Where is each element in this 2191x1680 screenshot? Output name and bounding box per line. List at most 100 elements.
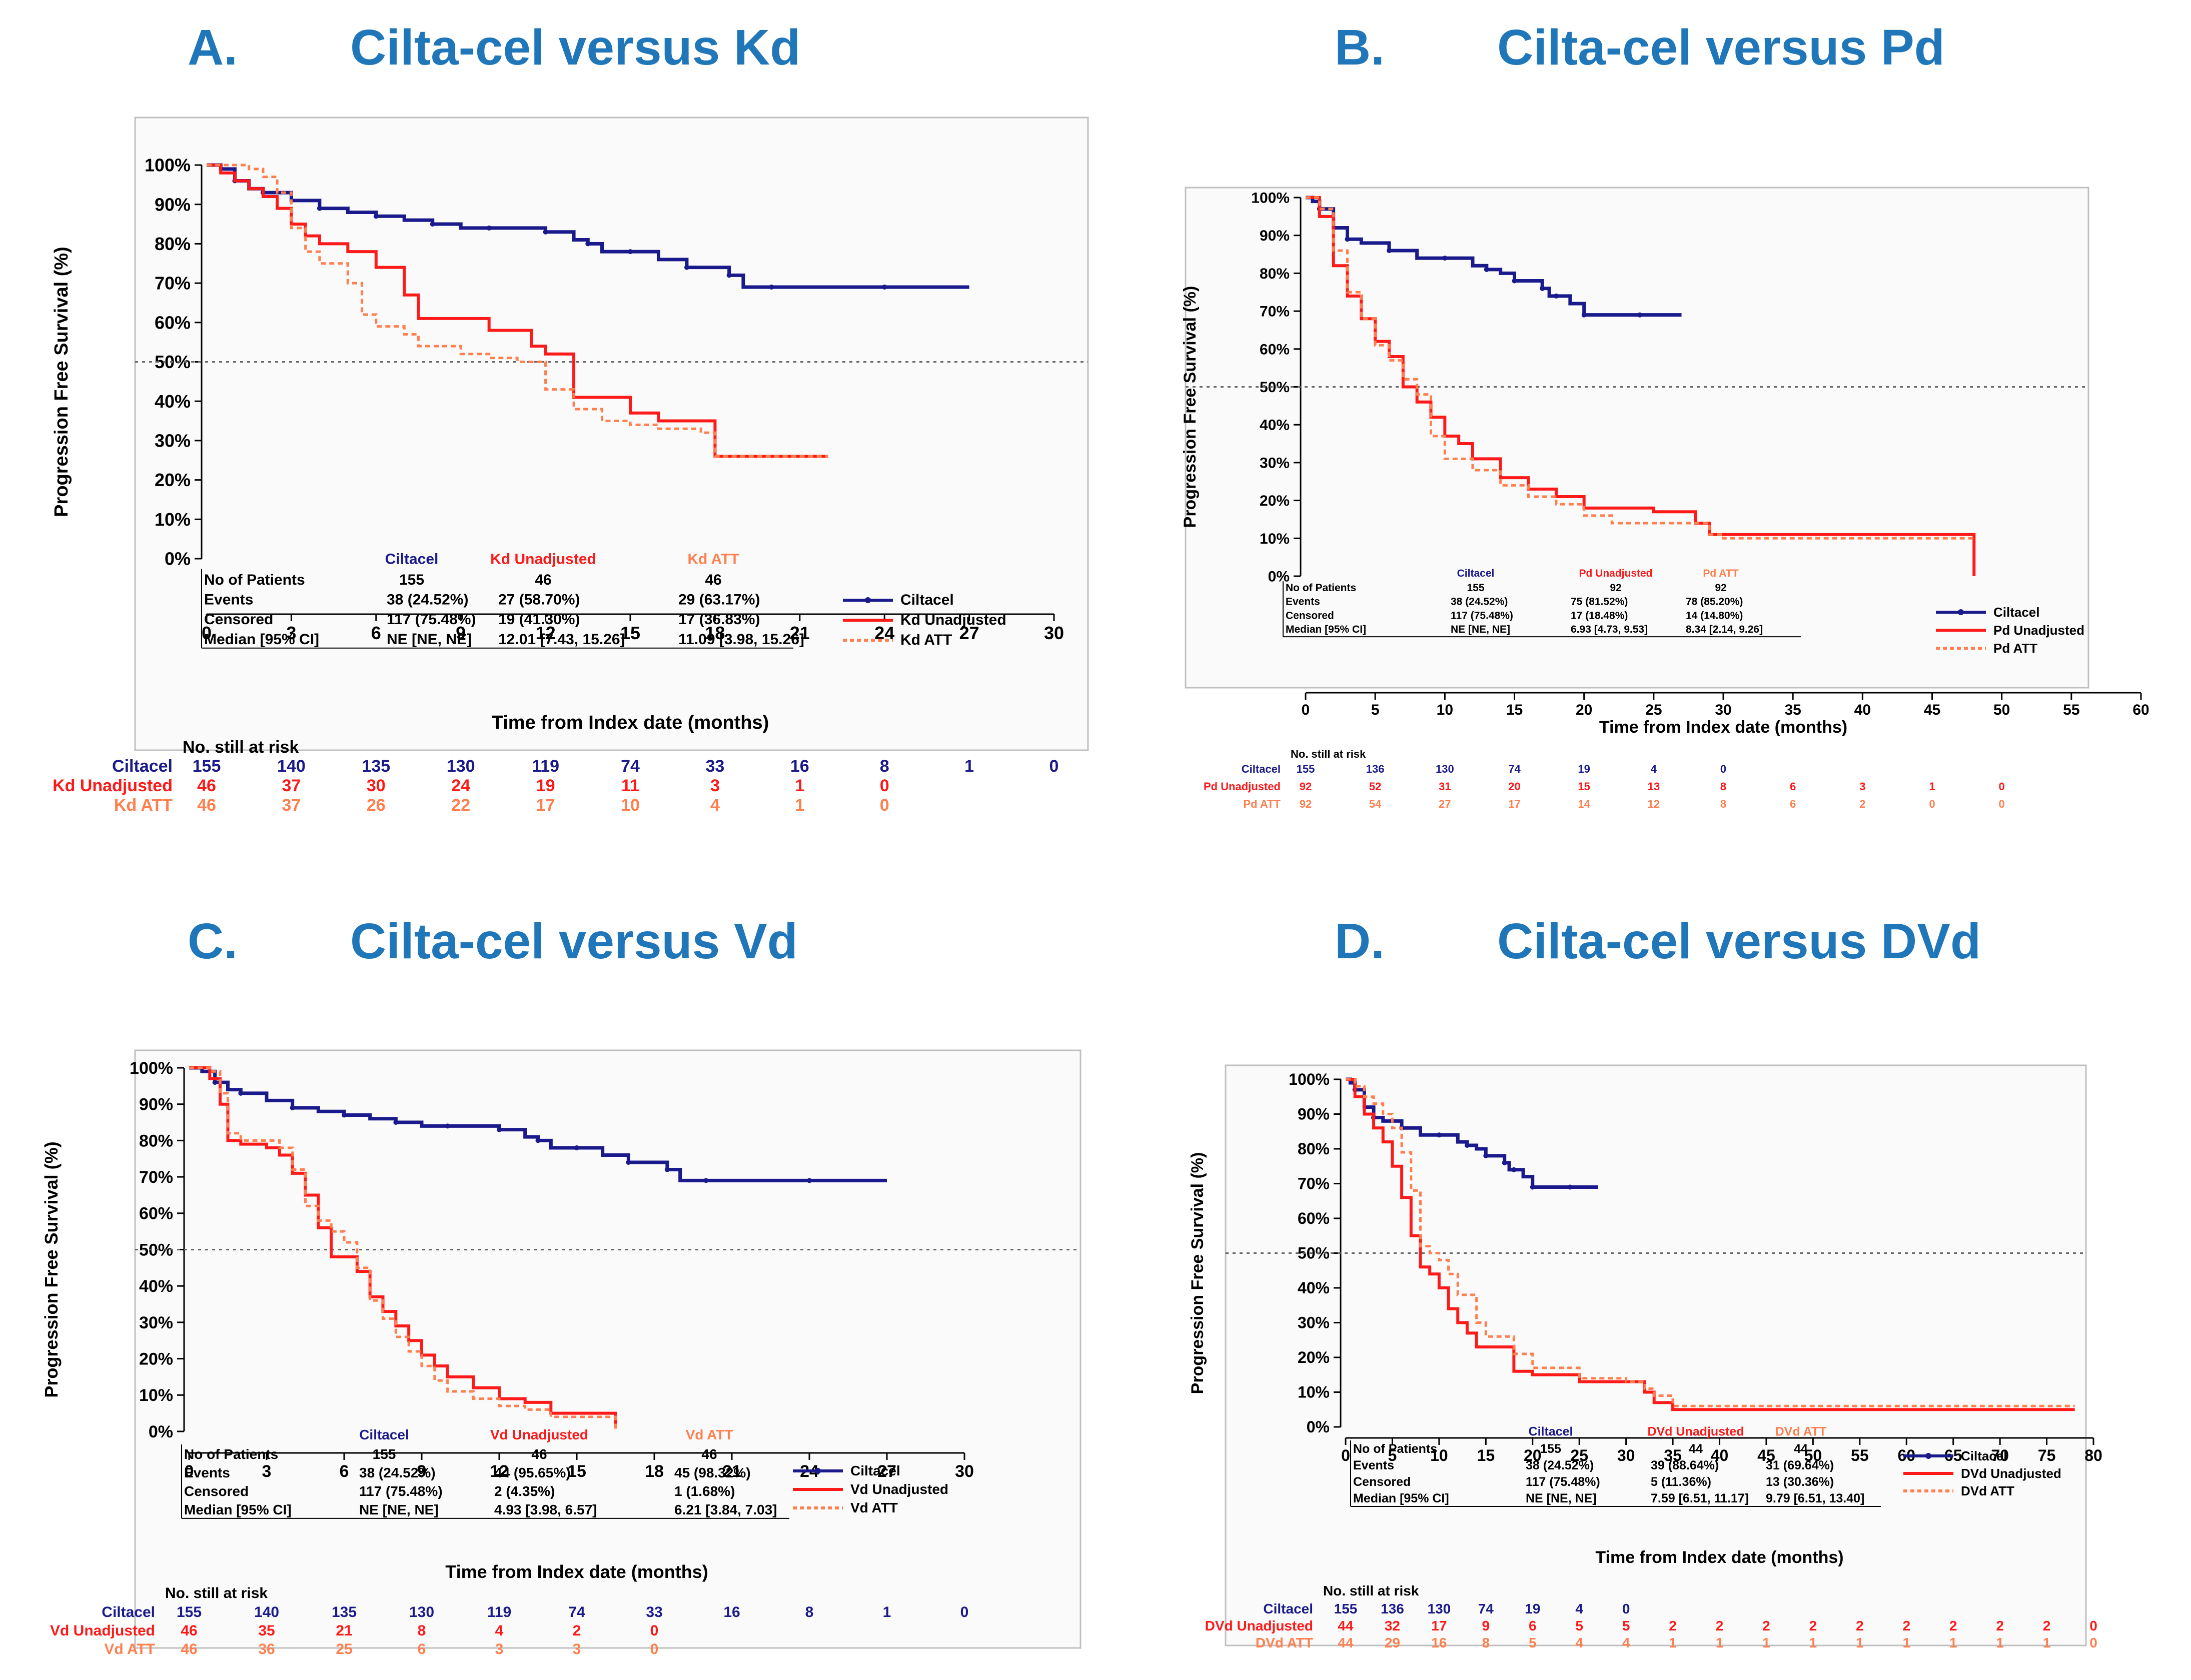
x-tick-label: 40 (1711, 1446, 1729, 1464)
at-risk-count: 3 (710, 776, 720, 795)
at-risk-row-label: Kd Unadjusted (53, 776, 173, 795)
panel-d-letter: D. (1335, 913, 1385, 969)
stats-att-value: 78 (85.20%) (1686, 596, 1743, 608)
legend-label: Kd Unadjusted (900, 612, 1006, 628)
at-risk-count: 4 (1575, 1601, 1583, 1616)
at-risk-count: 35 (258, 1622, 275, 1639)
censor-mark (486, 225, 492, 231)
x-tick-label: 10 (1430, 1446, 1448, 1464)
at-risk-count: 37 (282, 796, 301, 815)
at-risk-count: 2 (1859, 798, 1865, 810)
x-tick-label: 18 (645, 1462, 664, 1481)
at-risk-count: 3 (1859, 780, 1865, 793)
stats-header-att: Kd ATT (687, 551, 739, 567)
x-tick-label: 9 (456, 623, 466, 643)
y-tick-label: 0% (1307, 1418, 1330, 1436)
at-risk-count: 46 (197, 796, 216, 815)
stats-unadjusted-value: 19 (41.30%) (498, 611, 580, 628)
at-risk-count: 1 (795, 796, 804, 815)
at-risk-count: 32 (1385, 1618, 1400, 1633)
at-risk-count: 11 (621, 776, 639, 795)
x-tick-label: 18 (705, 623, 725, 643)
at-risk-count: 0 (1622, 1601, 1630, 1616)
x-tick-label: 3 (286, 623, 296, 643)
censor-mark (1530, 1184, 1535, 1190)
stats-unadjusted-value: 92 (1610, 582, 1621, 594)
at-risk-count: 5 (1529, 1635, 1537, 1650)
x-tick-label: 60 (2132, 702, 2149, 718)
y-tick-label: 80% (1260, 266, 1290, 282)
at-risk-count: 17 (1431, 1618, 1447, 1633)
panel-d-title: Cilta-cel versus DVd (1497, 913, 1981, 969)
censor-mark (585, 241, 591, 247)
stats-unadjusted-value: 46 (535, 572, 551, 588)
at-risk-count: 3 (573, 1641, 581, 1657)
at-risk-count: 2 (1856, 1618, 1864, 1633)
at-risk-title: No. still at risk (183, 738, 299, 757)
at-risk-count: 0 (960, 1604, 969, 1620)
censor-mark (1464, 1143, 1470, 1148)
censor-mark (497, 1127, 502, 1132)
x-tick-label: 0 (202, 623, 212, 643)
y-tick-label: 0% (149, 1422, 173, 1441)
at-risk-count: 119 (487, 1604, 511, 1620)
at-risk-count: 136 (1381, 1601, 1404, 1616)
at-risk-count: 130 (409, 1604, 434, 1620)
at-risk-count: 155 (177, 1604, 202, 1620)
x-tick-label: 27 (959, 623, 979, 643)
stats-unadjusted-value: 5 (11.36%) (1651, 1475, 1711, 1489)
stats-unadjusted-value: 46 (531, 1446, 547, 1462)
plot-frame (1185, 187, 2089, 689)
at-risk-count: 6 (1529, 1618, 1537, 1633)
stats-att-value: 44 (1794, 1442, 1808, 1456)
x-tick-label: 12 (536, 623, 556, 643)
y-tick-label: 10% (155, 509, 191, 530)
censor-mark (317, 206, 322, 211)
stats-row-label: Median [95% CI] (184, 1502, 292, 1517)
x-tick-label: 30 (955, 1462, 974, 1481)
at-risk-count: 26 (367, 796, 386, 815)
unadjusted-curve (189, 1066, 617, 1424)
plot-frame (134, 1049, 1081, 1649)
at-risk-count: 21 (336, 1622, 352, 1639)
panel-a-title: Cilta-cel versus Kd (350, 20, 801, 76)
at-risk-count: 0 (880, 796, 889, 815)
at-risk-count: 12 (1648, 798, 1660, 810)
at-risk-count: 92 (1300, 798, 1312, 810)
y-tick-label: 60% (139, 1204, 173, 1223)
at-risk-count: 0 (2089, 1618, 2097, 1633)
stats-ciltacel-value: 38 (24.52%) (387, 592, 468, 608)
at-risk-count: 0 (1999, 780, 2005, 793)
censor-mark (393, 1120, 399, 1125)
y-axis-label: Progression Free Survival (%) (41, 1141, 62, 1397)
censor-mark (1637, 312, 1642, 318)
censor-mark (535, 1138, 541, 1143)
stats-ciltacel-value: NE [NE, NE] (1526, 1491, 1597, 1505)
at-risk-count: 74 (1478, 1601, 1494, 1616)
x-tick-label: 70 (1991, 1446, 2009, 1464)
x-tick-label: 75 (2038, 1446, 2056, 1464)
stats-row-label: Events (1286, 596, 1320, 608)
stats-ciltacel-value: 117 (75.48%) (1451, 610, 1513, 621)
stats-header-ciltacel: Ciltacel (1529, 1424, 1573, 1438)
y-tick-label: 20% (1260, 493, 1290, 509)
at-risk-row-label: Ciltacel (1242, 763, 1281, 775)
censor-mark (342, 1112, 347, 1118)
y-tick-label: 30% (1260, 455, 1290, 471)
stats-att-value: 14 (14.80%) (1686, 610, 1743, 621)
at-risk-count: 46 (181, 1622, 197, 1639)
at-risk-row-label: Ciltacel (102, 1604, 155, 1620)
at-risk-count: 4 (710, 796, 720, 815)
y-tick-label: 90% (139, 1095, 173, 1114)
at-risk-count: 29 (1385, 1635, 1400, 1650)
stats-header-ciltacel: Ciltacel (1457, 568, 1495, 579)
x-tick-label: 15 (1477, 1446, 1495, 1464)
at-risk-count: 8 (1720, 780, 1726, 793)
stats-header-unadjusted: Vd Unadjusted (490, 1427, 588, 1442)
x-tick-label: 55 (1851, 1446, 1869, 1464)
legend-label: Ciltacel (1961, 1448, 2007, 1463)
y-tick-label: 100% (145, 155, 191, 176)
censor-mark (430, 222, 435, 227)
at-risk-count: 30 (367, 776, 386, 795)
y-tick-label: 30% (1298, 1314, 1330, 1332)
